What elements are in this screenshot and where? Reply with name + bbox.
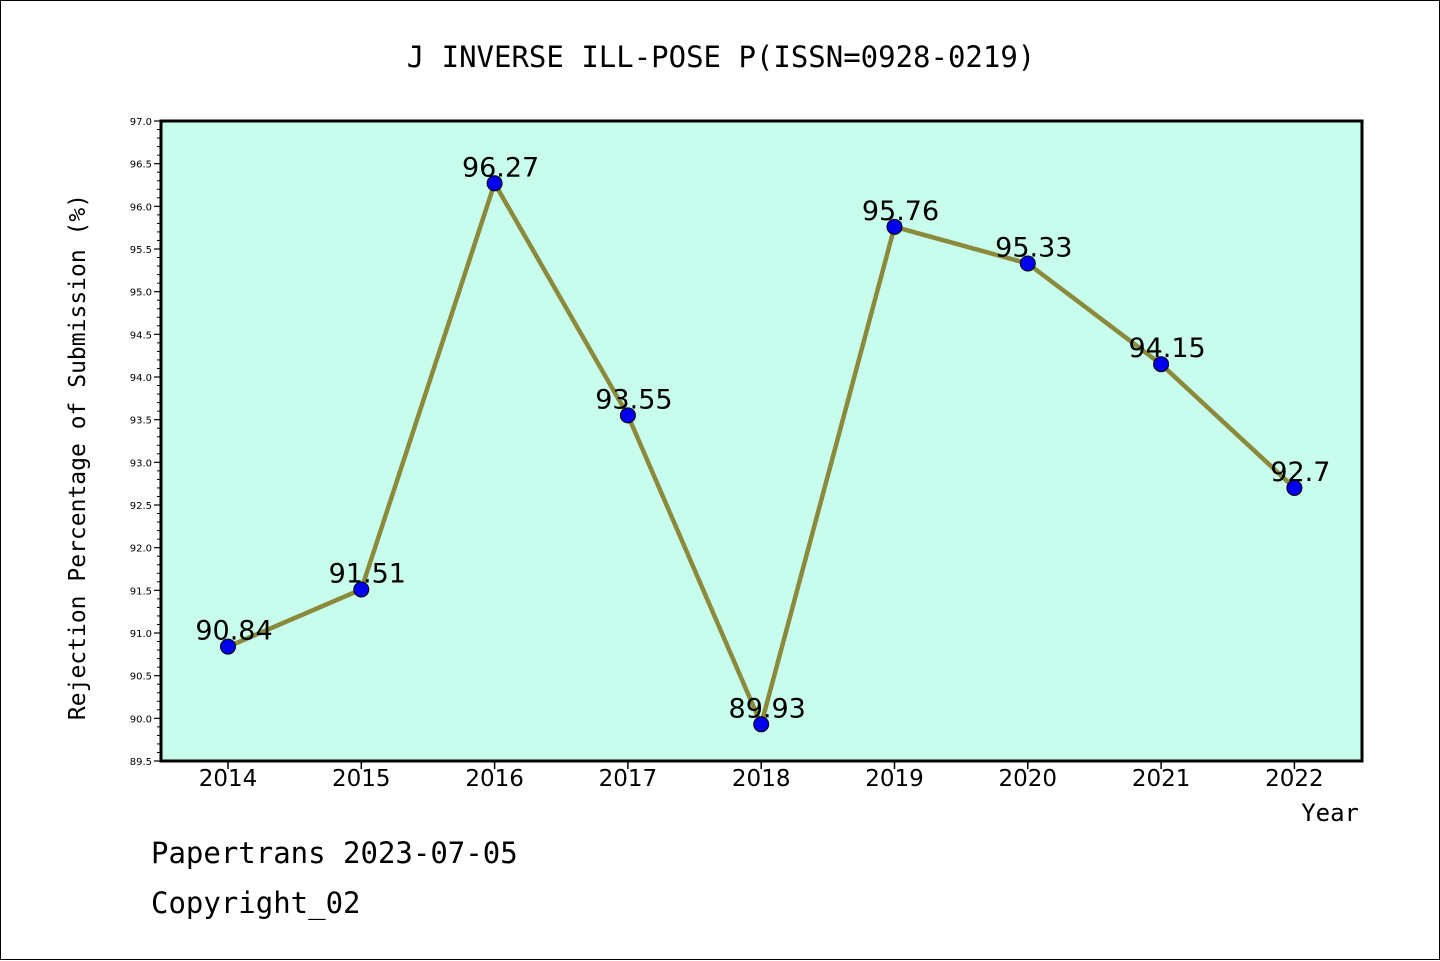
y-tick-label: 93.5 — [130, 416, 152, 427]
plot-area — [161, 121, 1362, 761]
x-tick-label: 2015 — [332, 766, 391, 792]
data-point — [1286, 479, 1303, 496]
data-point — [1019, 255, 1036, 272]
data-label: 93.55 — [595, 384, 672, 415]
y-tick-label: 96.5 — [130, 160, 152, 171]
x-tick-label: 2014 — [199, 766, 258, 792]
y-tick-label: 95.0 — [130, 288, 152, 299]
data-point — [1153, 356, 1170, 373]
x-tick-label: 2019 — [865, 766, 924, 792]
data-label: 92.7 — [1270, 457, 1330, 488]
x-axis-label: Year — [1301, 799, 1359, 827]
x-tick-label: 2021 — [1132, 766, 1191, 792]
y-tick-label: 89.5 — [130, 757, 152, 768]
y-tick-label: 96.0 — [130, 202, 152, 213]
x-tick-label: 2020 — [999, 766, 1058, 792]
data-label: 95.33 — [995, 233, 1072, 264]
data-label: 90.84 — [195, 616, 272, 647]
x-tick-label: 2018 — [732, 766, 791, 792]
y-tick-label: 90.5 — [130, 672, 152, 683]
footer-copyright: Copyright_02 — [151, 886, 361, 920]
x-tick-label: 2022 — [1265, 766, 1324, 792]
y-axis: 89.5 90.0 90.5 91.0 91.5 92.0 92.5 93.0 93.5 94.0… — [130, 117, 161, 768]
data-labels: 90.84 91.51 96.27 93.55 89.93 95.76 95.33 94.15… — [195, 152, 1330, 724]
footer-date: Papertrans 2023-07-05 — [151, 836, 518, 870]
data-label: 94.15 — [1128, 333, 1205, 364]
y-tick-label: 91.0 — [130, 629, 152, 640]
y-axis-label: Rejection Percentage of Submission (%) — [65, 194, 91, 720]
y-tick-label: 94.5 — [130, 330, 152, 341]
data-label: 96.27 — [462, 152, 539, 183]
data-point — [353, 581, 370, 598]
data-label: 95.76 — [862, 196, 939, 227]
chart-title: J INVERSE ILL-POSE P(ISSN=0928-0219) — [407, 40, 1036, 74]
y-tick-label: 93.0 — [130, 458, 152, 469]
y-tick-label: 91.5 — [130, 586, 152, 597]
y-tick-label: 97.0 — [130, 117, 152, 128]
plot-frame — [159, 119, 1364, 763]
data-point — [753, 716, 770, 733]
data-label: 89.93 — [729, 693, 806, 724]
x-axis: 2014 2015 2016 2017 2018 2019 2020 2021 2022 — [199, 761, 1324, 792]
y-tick-label: 95.5 — [130, 245, 152, 256]
y-tick-label: 92.5 — [130, 501, 152, 512]
series-rejection — [220, 175, 1303, 733]
data-point — [619, 407, 636, 424]
data-point — [486, 175, 503, 192]
data-point — [220, 638, 236, 655]
x-tick-label: 2017 — [599, 766, 658, 792]
y-tick-label: 92.0 — [130, 544, 152, 555]
y-tick-label: 94.0 — [130, 373, 152, 384]
data-point — [886, 218, 903, 235]
y-tick-label: 90.0 — [130, 714, 152, 725]
data-label: 91.51 — [329, 558, 406, 589]
x-tick-label: 2016 — [465, 766, 524, 792]
